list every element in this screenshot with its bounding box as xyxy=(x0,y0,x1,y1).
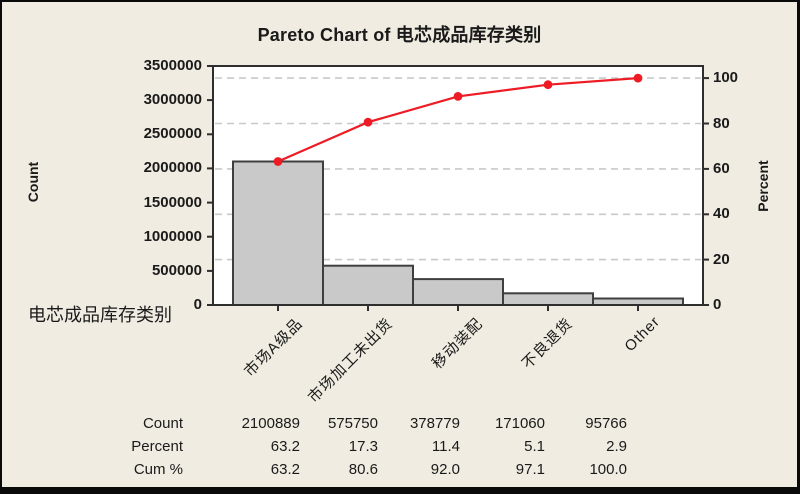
percent-tick-label: 40 xyxy=(713,205,730,222)
cumulative-point xyxy=(633,73,643,83)
count-tick-label: 0 xyxy=(193,296,202,313)
percent-tick-label: 20 xyxy=(713,251,730,268)
count-axis-title: Count xyxy=(25,161,41,203)
percent-tick-label: 100 xyxy=(713,69,739,86)
count-tick-label: 2000000 xyxy=(143,159,202,176)
stats-value: 95766 xyxy=(585,415,627,432)
plot-area xyxy=(207,65,709,311)
cumulative-point xyxy=(273,157,283,166)
percent-axis-title: Percent xyxy=(755,160,771,212)
plot-frame xyxy=(212,65,704,306)
stats-value: 17.3 xyxy=(348,438,378,455)
count-tick-label: 2500000 xyxy=(143,125,202,142)
category-label: 移动装配 xyxy=(428,315,487,373)
bars xyxy=(232,160,684,307)
bar xyxy=(412,278,504,307)
stats-row-label: Cum % xyxy=(133,461,183,478)
stats-value: 11.4 xyxy=(431,438,460,455)
stats-value: 63.2 xyxy=(270,461,300,478)
category-label: Other xyxy=(621,313,665,356)
cumulative-point xyxy=(543,80,553,90)
count-tick-label: 3000000 xyxy=(143,91,202,108)
bar xyxy=(232,160,324,306)
category-label: 市场加工未出货 xyxy=(304,315,397,407)
stats-value: 92.0 xyxy=(430,461,460,478)
cumulative-point xyxy=(453,92,463,101)
percent-tick-label: 0 xyxy=(713,296,722,313)
category-label: 市场A级品 xyxy=(241,315,307,381)
stats-value: 575750 xyxy=(327,415,378,432)
cumulative-point xyxy=(363,117,373,127)
count-tick-label: 1500000 xyxy=(143,194,202,211)
stats-table: Count 2100889 575750 378779 171060 95766 Perce… xyxy=(2,412,627,481)
stats-value: 2100889 xyxy=(241,415,300,432)
count-tick-label: 3500000 xyxy=(143,57,202,74)
bar xyxy=(322,264,414,306)
count-tick-label: 1000000 xyxy=(143,228,202,245)
gridlines xyxy=(215,77,701,261)
stats-value: 171060 xyxy=(494,415,545,432)
count-tick-label: 500000 xyxy=(151,262,202,279)
stats-row-label: Count xyxy=(142,415,183,432)
percent-tick-label: 80 xyxy=(713,115,730,132)
stats-value: 2.9 xyxy=(606,438,627,455)
stats-row-label: Percent xyxy=(131,438,183,455)
stats-value: 97.1 xyxy=(515,461,545,478)
bar xyxy=(502,292,594,307)
percent-tick-label: 60 xyxy=(713,160,730,177)
chart-title: Pareto Chart of 电芯成品库存类别 xyxy=(257,25,542,45)
stats-value: 5.1 xyxy=(524,438,545,455)
stats-value: 378779 xyxy=(409,415,460,432)
stats-value: 63.2 xyxy=(270,438,300,455)
stats-value: 100.0 xyxy=(589,461,627,478)
stats-value: 80.6 xyxy=(348,461,378,478)
x-axis-title: 电芯成品库存类别 xyxy=(28,305,172,325)
category-label: 不良退货 xyxy=(518,315,577,373)
